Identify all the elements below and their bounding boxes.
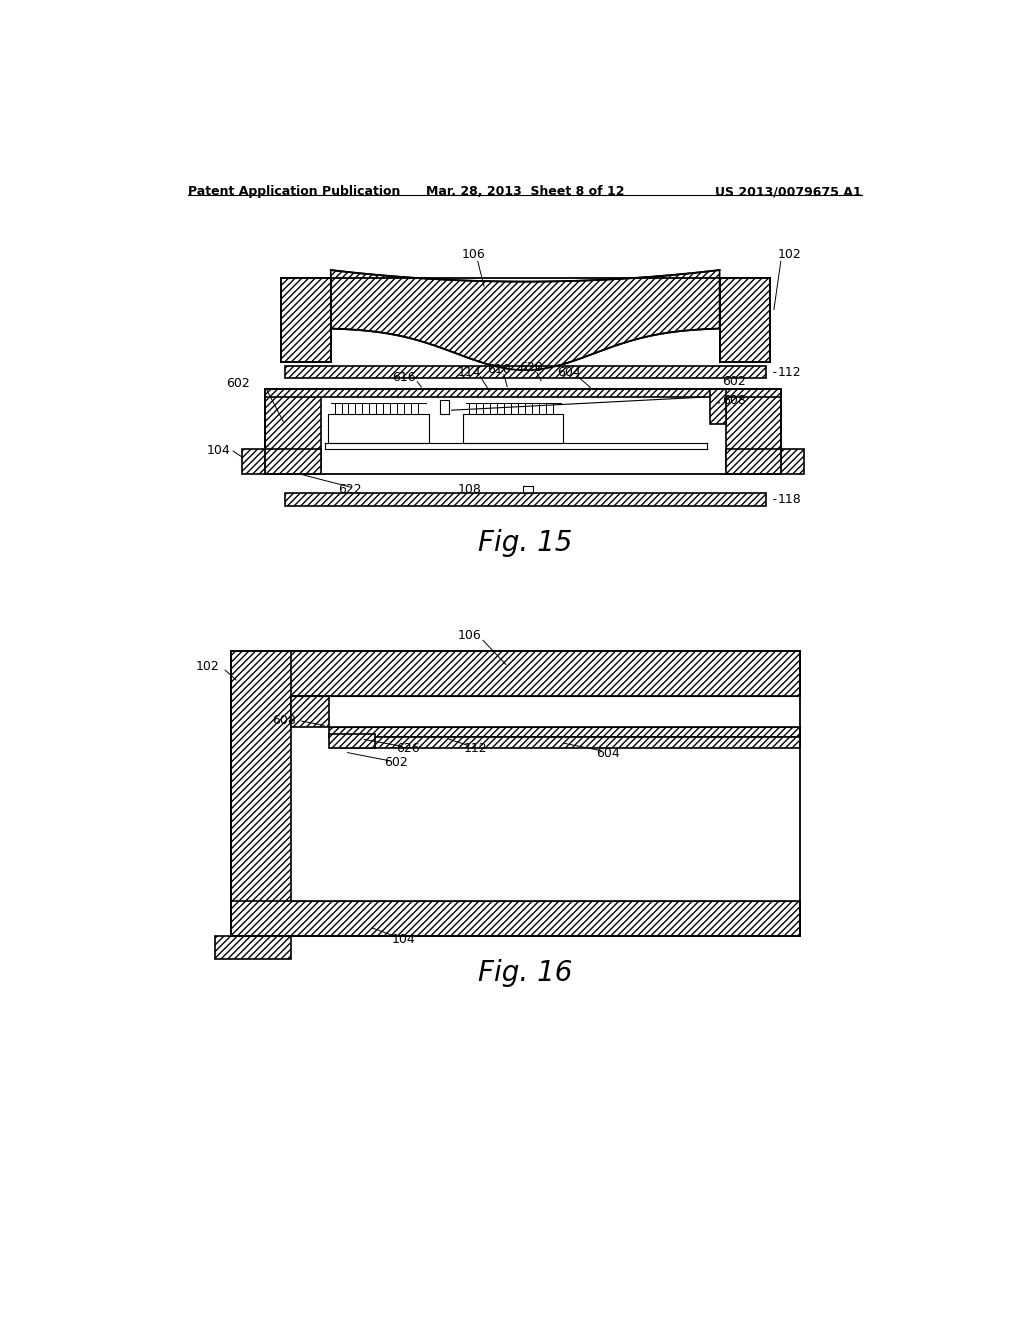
FancyBboxPatch shape <box>230 902 801 936</box>
Polygon shape <box>331 271 720 370</box>
FancyBboxPatch shape <box>243 449 321 474</box>
Polygon shape <box>720 277 770 363</box>
FancyBboxPatch shape <box>230 651 801 696</box>
Text: Patent Application Publication: Patent Application Publication <box>188 185 400 198</box>
Text: 608: 608 <box>722 395 745 408</box>
Text: 106: 106 <box>458 630 481 643</box>
Text: 102: 102 <box>196 660 219 673</box>
Text: 106: 106 <box>462 248 485 261</box>
Text: 102: 102 <box>777 248 801 261</box>
FancyBboxPatch shape <box>330 734 376 748</box>
FancyBboxPatch shape <box>265 389 781 397</box>
FancyBboxPatch shape <box>291 696 330 726</box>
FancyBboxPatch shape <box>711 389 726 424</box>
Text: 104: 104 <box>207 445 230 458</box>
Text: 114: 114 <box>458 366 481 379</box>
Text: 112: 112 <box>777 366 801 379</box>
Text: 622: 622 <box>338 483 361 496</box>
Text: 602: 602 <box>226 376 250 389</box>
FancyBboxPatch shape <box>265 395 321 470</box>
Text: 616: 616 <box>392 371 416 384</box>
FancyBboxPatch shape <box>726 449 804 474</box>
Text: 604: 604 <box>558 366 582 379</box>
Text: 112: 112 <box>464 742 487 755</box>
FancyBboxPatch shape <box>215 936 291 960</box>
Text: 602: 602 <box>384 756 409 770</box>
Text: 104: 104 <box>392 933 416 946</box>
Text: 620: 620 <box>519 362 543 375</box>
FancyBboxPatch shape <box>341 738 801 748</box>
FancyBboxPatch shape <box>230 651 291 907</box>
Text: 602: 602 <box>722 375 745 388</box>
FancyBboxPatch shape <box>726 395 781 470</box>
FancyBboxPatch shape <box>463 414 563 444</box>
Text: 610: 610 <box>486 363 511 376</box>
Text: 608: 608 <box>272 714 296 727</box>
Text: 626: 626 <box>396 742 420 755</box>
FancyBboxPatch shape <box>330 726 801 738</box>
Text: 108: 108 <box>458 483 481 496</box>
Text: Fig. 16: Fig. 16 <box>477 960 572 987</box>
FancyBboxPatch shape <box>285 492 766 507</box>
Text: Fig. 15: Fig. 15 <box>477 529 572 557</box>
Polygon shape <box>281 277 331 363</box>
Text: US 2013/0079675 A1: US 2013/0079675 A1 <box>716 185 862 198</box>
Text: 118: 118 <box>777 492 801 506</box>
Text: Mar. 28, 2013  Sheet 8 of 12: Mar. 28, 2013 Sheet 8 of 12 <box>426 185 624 198</box>
FancyBboxPatch shape <box>285 366 766 378</box>
Text: 604: 604 <box>596 747 620 760</box>
